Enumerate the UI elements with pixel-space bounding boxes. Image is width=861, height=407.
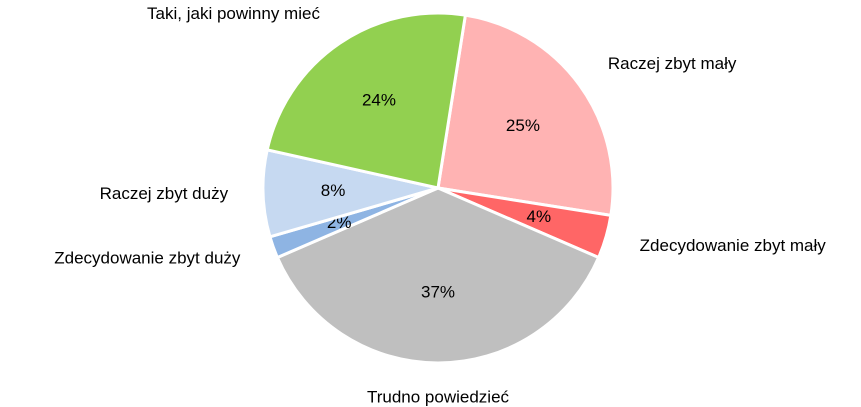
category-label: Zdecydowanie zbyt duży [54, 249, 241, 268]
value-label: 37% [421, 282, 455, 301]
category-label: Raczej zbyt mały [608, 54, 737, 73]
category-label: Trudno powiedzieć [367, 387, 510, 406]
value-label: 25% [506, 116, 540, 135]
value-label: 24% [362, 91, 396, 110]
category-label: Zdecydowanie zbyt mały [640, 236, 827, 255]
pie-slice [265, 11, 468, 190]
pie-slice [436, 13, 615, 218]
category-label: Raczej zbyt duży [100, 184, 229, 203]
pie-slice [275, 186, 601, 365]
value-label: 4% [527, 207, 552, 226]
value-label: 8% [321, 181, 346, 200]
category-label: Taki, jaki powinny mieć [147, 4, 320, 23]
